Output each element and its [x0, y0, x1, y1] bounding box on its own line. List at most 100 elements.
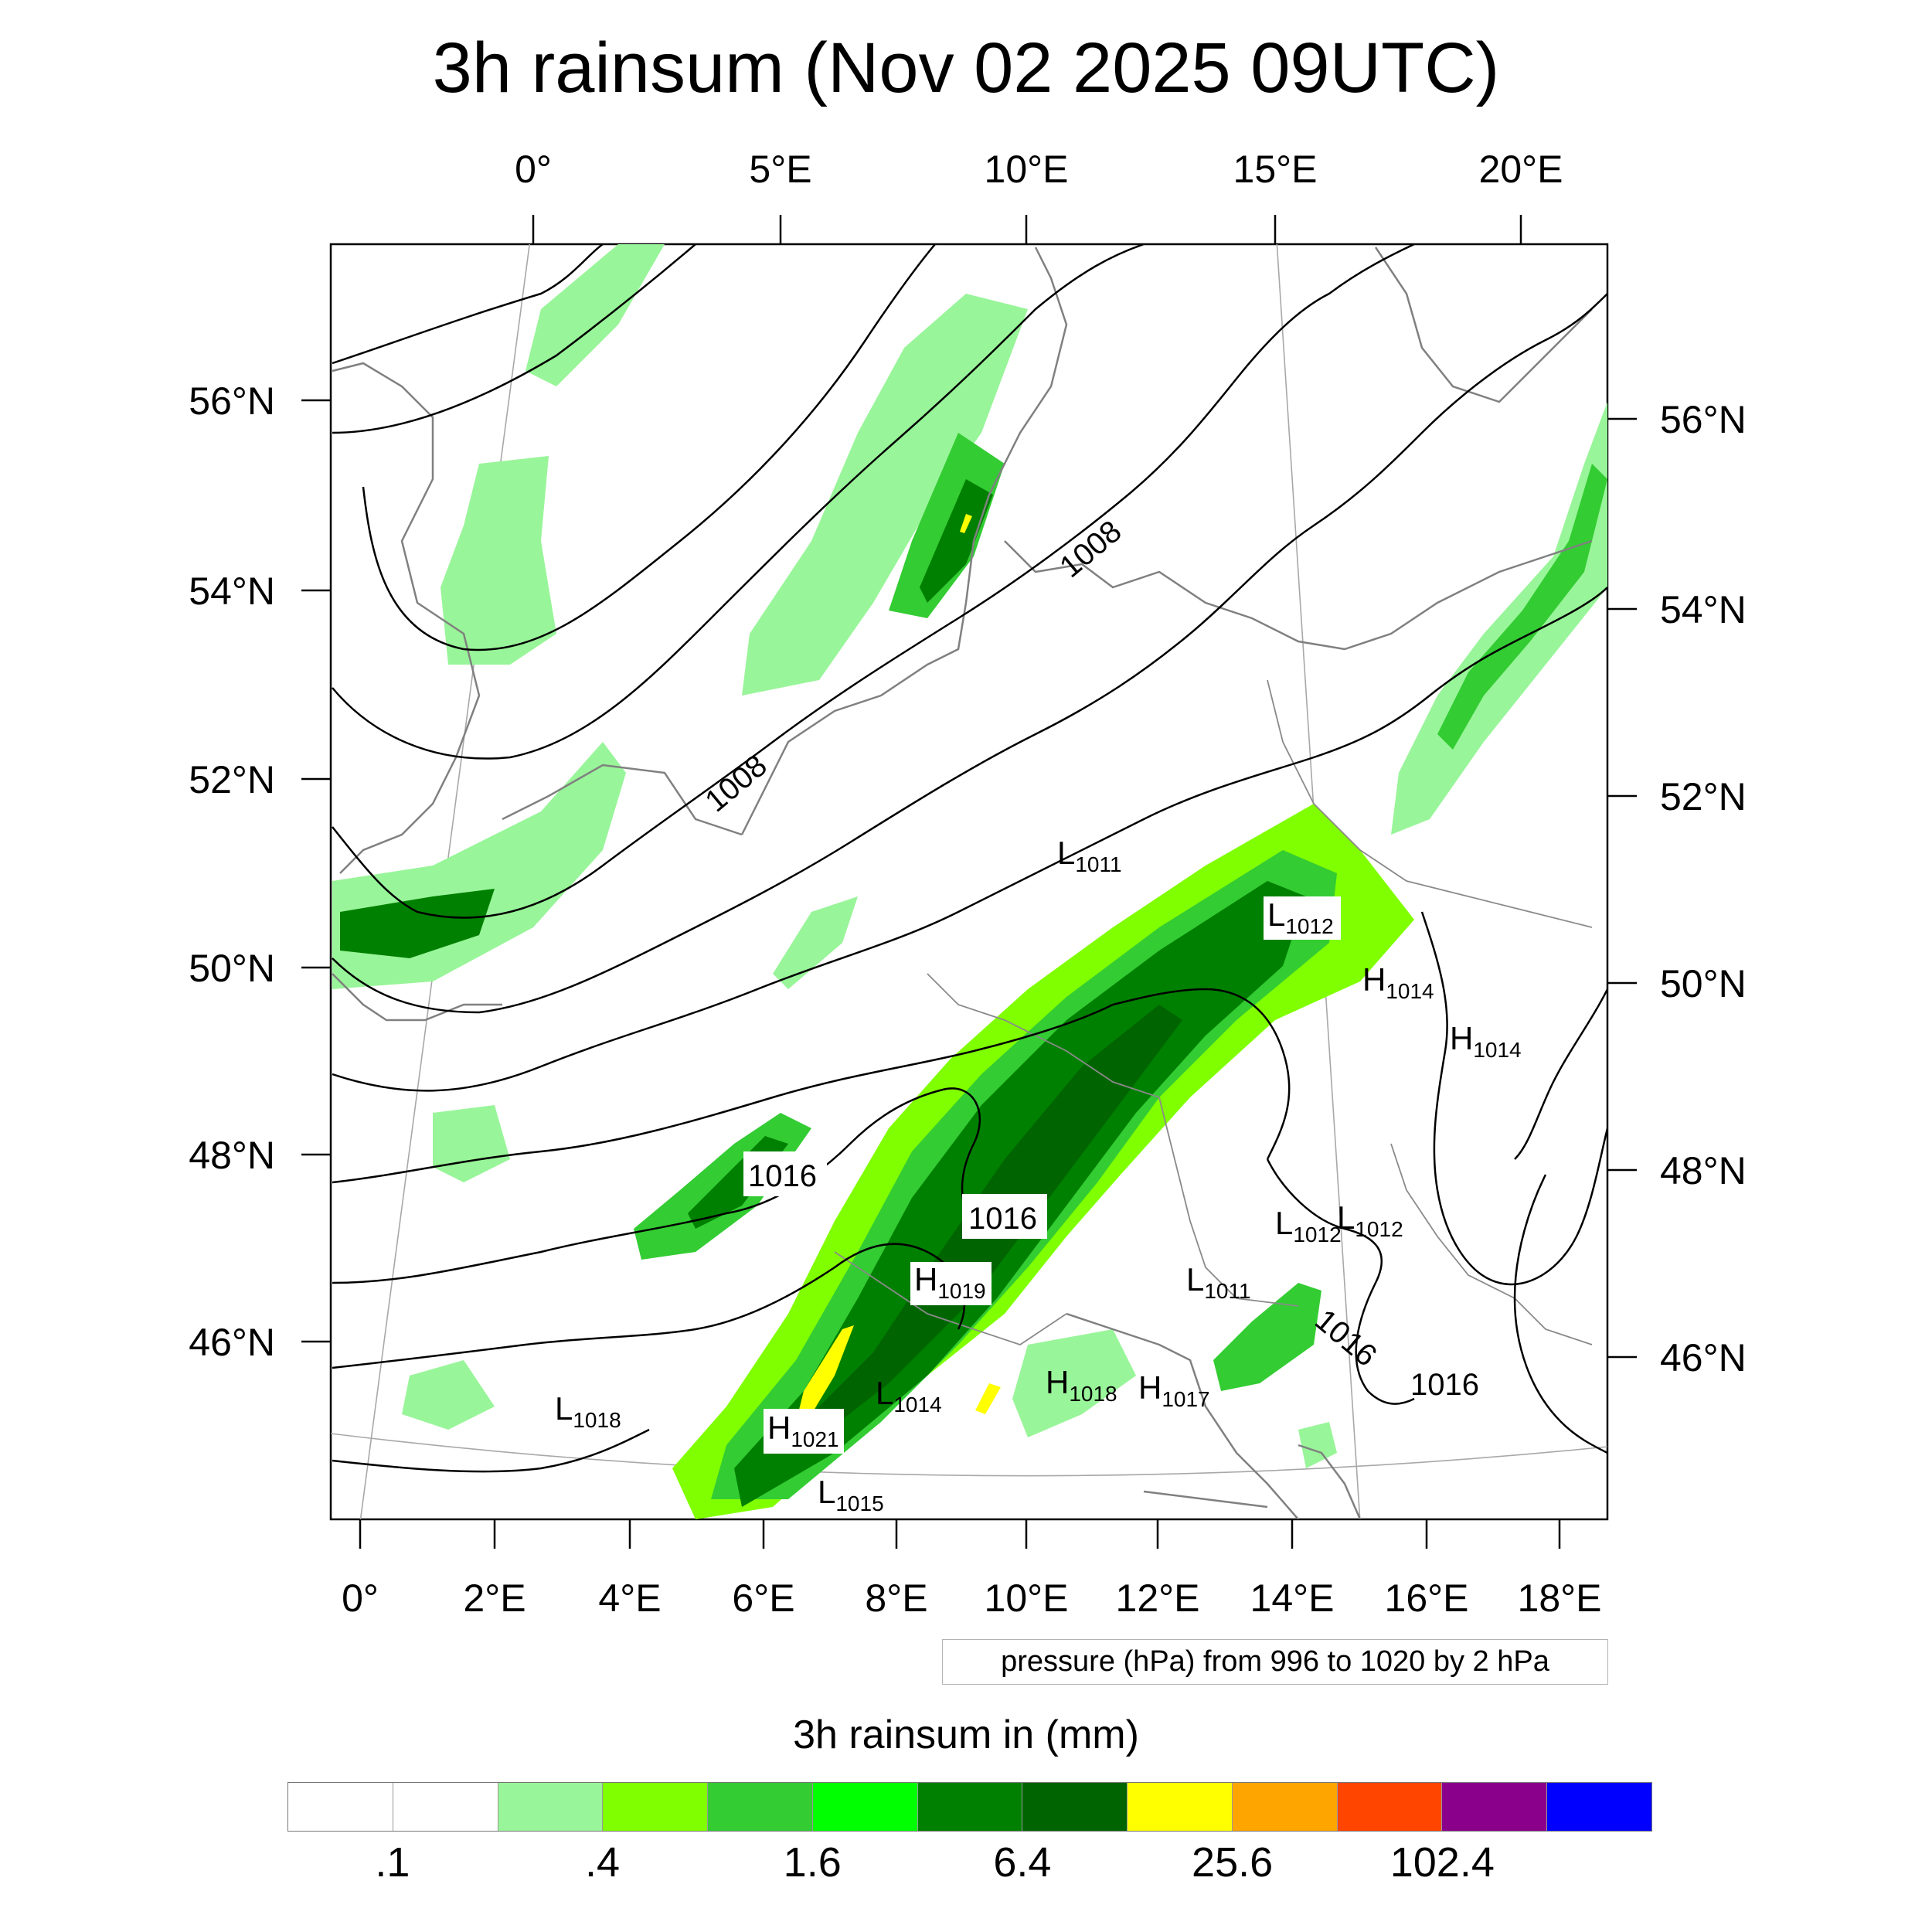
center-type: L — [1186, 1261, 1204, 1298]
center-type: H — [1450, 1020, 1473, 1056]
top-lon-label: 15°E — [1233, 148, 1318, 191]
svg-text:H1017: H1017 — [1138, 1369, 1210, 1411]
borders — [834, 679, 1593, 1345]
colorbar-swatch — [1128, 1783, 1233, 1831]
center-type: L — [818, 1474, 835, 1510]
rain-area-adriatic-small — [1298, 1422, 1337, 1468]
rain-area-yellow-alps — [796, 1325, 854, 1422]
pressure-center: L1012 — [1275, 1205, 1342, 1247]
left-lat-label: 46°N — [189, 1321, 275, 1364]
svg-text:L1011: L1011 — [1186, 1261, 1251, 1303]
pressure-center: H1018 — [1046, 1364, 1117, 1406]
colorbar-title: 3h rainsum in (mm) — [793, 1713, 1139, 1757]
right-lat-label: 54°N — [1660, 588, 1747, 631]
left-lat-label: 54°N — [189, 570, 275, 613]
center-value: 1018 — [1069, 1382, 1117, 1406]
center-value: 1012 — [1285, 914, 1333, 938]
pressure-center: H1017 — [1138, 1369, 1210, 1411]
center-type: H — [767, 1410, 791, 1446]
svg-text:H1019: H1019 — [914, 1261, 986, 1303]
coastlines — [332, 247, 1593, 1519]
svg-text:L1015: L1015 — [818, 1474, 884, 1515]
center-value: 1014 — [893, 1393, 941, 1417]
rain-area-slovenia — [1213, 1283, 1321, 1391]
svg-text:L1014: L1014 — [876, 1375, 942, 1417]
bottom-lon-label: 16°E — [1385, 1577, 1469, 1620]
center-value: 1019 — [937, 1279, 985, 1303]
left-lat-label: 56°N — [189, 379, 275, 423]
bottom-lon-label: 4°E — [598, 1577, 661, 1620]
bottom-lon-labels: 0° 2°E 4°E 6°E 8°E 10°E 12°E 14°E 16°E 1… — [342, 1577, 1601, 1620]
svg-text:H1014: H1014 — [1450, 1020, 1522, 1062]
center-value: 1017 — [1162, 1387, 1209, 1411]
rain-area-benelux — [773, 896, 858, 989]
center-value: 1011 — [1204, 1279, 1250, 1303]
contour-note: pressure (hPa) from 996 to 1020 by 2 hPa — [942, 1639, 1608, 1685]
center-type: L — [1275, 1205, 1293, 1241]
svg-text:H1021: H1021 — [767, 1410, 839, 1451]
colorbar-swatch — [812, 1783, 918, 1831]
top-lon-label: 5°E — [749, 148, 811, 191]
left-lat-label: 50°N — [189, 947, 275, 990]
isobar-label: 1016 — [748, 1159, 817, 1193]
isobar-label: 1016 — [968, 1202, 1037, 1236]
pressure-center: H1019 — [910, 1261, 992, 1305]
colorbar-swatch — [917, 1783, 1023, 1831]
colorbar-swatch — [288, 1783, 393, 1831]
center-type: L — [1337, 1199, 1355, 1236]
colorbar-swatch — [393, 1783, 498, 1831]
rain-area-north-sea-yellow — [960, 514, 972, 533]
colorbar-swatch — [1337, 1783, 1443, 1831]
pressure-center: H1014 — [1450, 1020, 1522, 1062]
center-value: 1012 — [1293, 1223, 1341, 1247]
right-lat-labels: 56°N 54°N 52°N 50°N 48°N 46°N — [1660, 398, 1747, 1379]
center-value: 1018 — [573, 1408, 621, 1432]
top-lon-label: 20°E — [1479, 148, 1563, 191]
pressure-centers: L1011 L1012 H1014 H1014 L1012 L1012 L101… — [555, 835, 1522, 1515]
pressure-center: L1015 — [818, 1474, 884, 1515]
center-value: 1014 — [1473, 1038, 1521, 1062]
pressure-center: L1012 — [1337, 1199, 1403, 1241]
svg-text:L1018: L1018 — [555, 1390, 621, 1432]
top-lon-label: 10°E — [985, 148, 1069, 191]
center-value: 1014 — [1386, 979, 1434, 1003]
colorbar-swatch — [603, 1783, 709, 1831]
left-lat-label: 52°N — [189, 758, 275, 801]
bottom-lon-label: 12°E — [1116, 1577, 1200, 1620]
rain-area-yellow-east — [975, 1383, 1001, 1414]
bottom-lon-label: 14°E — [1250, 1577, 1335, 1620]
colorbar — [287, 1782, 1652, 1832]
colorbar-label: .1 — [375, 1839, 410, 1886]
bottom-lon-label: 2°E — [463, 1577, 526, 1620]
colorbar-label: 6.4 — [993, 1839, 1052, 1886]
isobar-label: 1016 — [1410, 1368, 1479, 1402]
bottom-lon-label: 0° — [342, 1577, 379, 1620]
top-lon-labels: 0° 5°E 10°E 15°E 20°E — [515, 148, 1563, 191]
pressure-center: L1012 — [1264, 896, 1341, 940]
rain-area-north-sea-dark — [920, 479, 993, 603]
colorbar-swatch — [1232, 1783, 1338, 1831]
center-type: L — [876, 1375, 893, 1411]
center-type: H — [914, 1261, 937, 1298]
colorbar-label: 1.6 — [783, 1839, 842, 1886]
colorbar-label: 25.6 — [1192, 1839, 1274, 1886]
bottom-lon-label: 10°E — [985, 1577, 1069, 1620]
right-lat-label: 50°N — [1660, 962, 1747, 1005]
rain-area-baltic-mid — [1437, 464, 1607, 750]
svg-text:H1018: H1018 — [1046, 1364, 1117, 1406]
pressure-center: L1018 — [555, 1390, 621, 1432]
isobars — [332, 244, 1607, 1473]
bottom-lon-label: 8°E — [865, 1577, 927, 1620]
center-value: 1021 — [791, 1427, 838, 1451]
center-type: H — [1362, 961, 1386, 998]
right-lat-label: 56°N — [1660, 398, 1747, 441]
isobar-label-box: 1016 — [743, 1151, 827, 1196]
tick-marks — [301, 215, 1637, 1549]
colorbar-swatch — [1442, 1783, 1548, 1831]
rain-area-uk — [526, 244, 665, 386]
colorbar-swatch — [1547, 1783, 1651, 1831]
rain-area-channel-dark — [340, 889, 495, 958]
pressure-center: H1014 — [1362, 961, 1434, 1003]
left-lat-labels: 56°N 54°N 52°N 50°N 48°N 46°N — [189, 379, 275, 1364]
